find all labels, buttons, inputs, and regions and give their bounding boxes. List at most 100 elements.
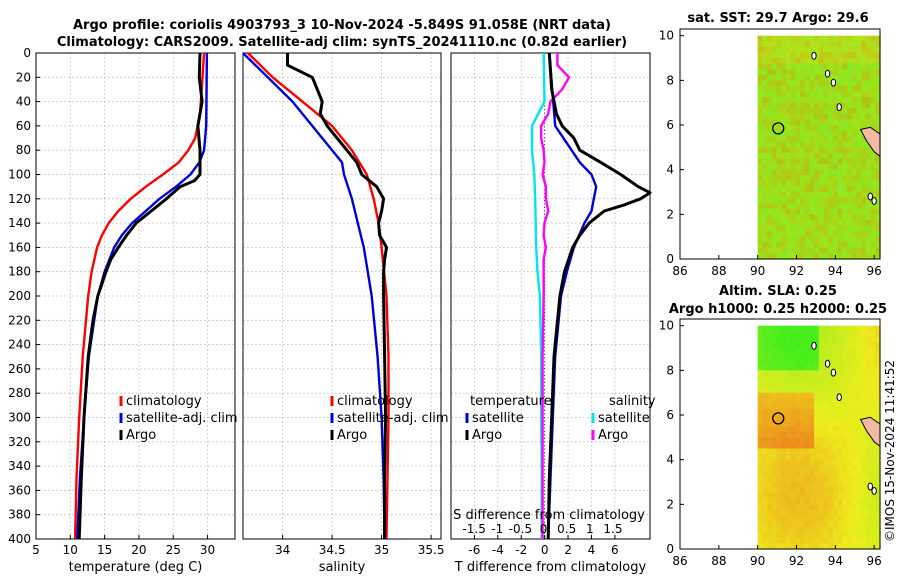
- heat-cell: [781, 58, 787, 65]
- heat-cell: [823, 169, 829, 176]
- heat-cell: [790, 113, 796, 121]
- heat-cell: [875, 35, 881, 42]
- heat-cell: [828, 97, 834, 104]
- heat-cell: [804, 225, 811, 232]
- p-sst-argo-marker: [772, 122, 785, 135]
- heat-cell: [804, 85, 811, 93]
- heat-cell: [785, 342, 792, 349]
- heat-cell: [865, 375, 872, 383]
- heat-cell: [875, 526, 881, 533]
- heat-cell: [861, 46, 867, 54]
- heat-cell: [851, 52, 858, 59]
- heat-cell: [818, 175, 825, 182]
- heat-cell: [771, 403, 778, 411]
- heat-cell: [832, 454, 839, 461]
- heat-cell: [762, 125, 768, 132]
- heat-cell: [856, 526, 862, 533]
- heat-cell: [875, 532, 881, 539]
- heat-cell: [861, 537, 867, 545]
- heat-cell: [861, 41, 867, 48]
- heat-cell: [847, 225, 853, 232]
- heat-cell: [776, 214, 782, 221]
- heat-cell: [870, 164, 876, 171]
- heat-cell: [804, 426, 811, 433]
- heat-cell: [762, 409, 768, 416]
- heat-cell: [767, 487, 773, 494]
- heat-cell: [856, 504, 862, 511]
- heat-cell: [842, 370, 848, 377]
- heat-cell: [828, 231, 834, 238]
- heat-cell: [870, 543, 876, 550]
- heat-cell: [795, 409, 801, 416]
- heat-cell: [856, 52, 862, 59]
- heat-cell: [771, 242, 778, 249]
- heat-cell: [842, 180, 848, 188]
- heat-cell: [785, 442, 792, 450]
- heat-cell: [832, 214, 839, 221]
- heat-cell: [842, 58, 848, 65]
- heat-cell: [856, 348, 862, 355]
- heat-cell: [776, 152, 782, 160]
- heat-cell: [856, 498, 862, 505]
- heat-cell: [818, 113, 825, 121]
- heat-cell: [828, 403, 834, 411]
- heat-cell: [847, 482, 853, 489]
- heat-cell: [814, 331, 820, 338]
- heat-cell: [865, 403, 872, 411]
- heat-cell: [776, 125, 782, 132]
- heat-cell: [814, 242, 820, 249]
- depth-tick-label: 100: [8, 168, 31, 182]
- heat-cell: [847, 442, 853, 450]
- heat-cell: [870, 442, 876, 450]
- heat-cell: [837, 152, 843, 160]
- heat-cell: [785, 381, 792, 388]
- heat-cell: [828, 325, 834, 332]
- heat-cell: [767, 253, 773, 260]
- heat-cell: [804, 509, 811, 517]
- heat-cell: [847, 58, 853, 65]
- diff-legend-t-satellite-label: satellite: [472, 411, 524, 426]
- heat-cell: [804, 392, 811, 399]
- heat-cell: [767, 141, 773, 148]
- heat-cell: [865, 52, 872, 59]
- heat-cell: [842, 192, 848, 199]
- heat-cell: [828, 348, 834, 355]
- heat-cell: [804, 515, 811, 522]
- heat-cell: [856, 353, 862, 360]
- heat-cell: [757, 169, 763, 176]
- heat-cell: [842, 537, 848, 545]
- p-sst-island: [830, 78, 837, 87]
- heat-cell: [861, 102, 867, 109]
- heat-cell: [875, 359, 881, 366]
- heat-cell: [795, 537, 801, 545]
- heat-cell: [814, 147, 820, 154]
- heat-cell: [790, 409, 796, 416]
- heat-cell: [762, 85, 768, 93]
- heat-cell: [861, 532, 867, 539]
- heat-cell: [771, 437, 778, 444]
- heat-cell: [790, 58, 796, 65]
- heat-cell: [823, 203, 829, 210]
- heat-cell: [870, 392, 876, 399]
- heat-cell: [800, 147, 806, 154]
- heat-cell: [790, 504, 796, 511]
- heat-cell: [804, 35, 811, 42]
- diff-top-tick-label: -1: [491, 522, 503, 536]
- heat-cell: [814, 431, 820, 438]
- heat-cell: [847, 543, 853, 550]
- p-sla-y-tick-label: 0: [666, 542, 674, 556]
- heat-cell: [851, 331, 858, 338]
- heat-cell: [804, 242, 811, 249]
- temp-x-tick-label: 25: [166, 543, 181, 557]
- heat-cell: [762, 359, 768, 366]
- depth-tick-label: 280: [8, 386, 31, 400]
- heat-cell: [771, 375, 778, 383]
- heat-cell: [814, 219, 820, 227]
- heat-cell: [823, 448, 829, 455]
- heat-cell: [809, 242, 815, 249]
- heat-cell: [776, 58, 782, 65]
- heat-cell: [804, 219, 811, 227]
- heat-cell: [800, 448, 806, 455]
- heat-cell: [762, 442, 768, 450]
- heat-cell: [818, 46, 825, 54]
